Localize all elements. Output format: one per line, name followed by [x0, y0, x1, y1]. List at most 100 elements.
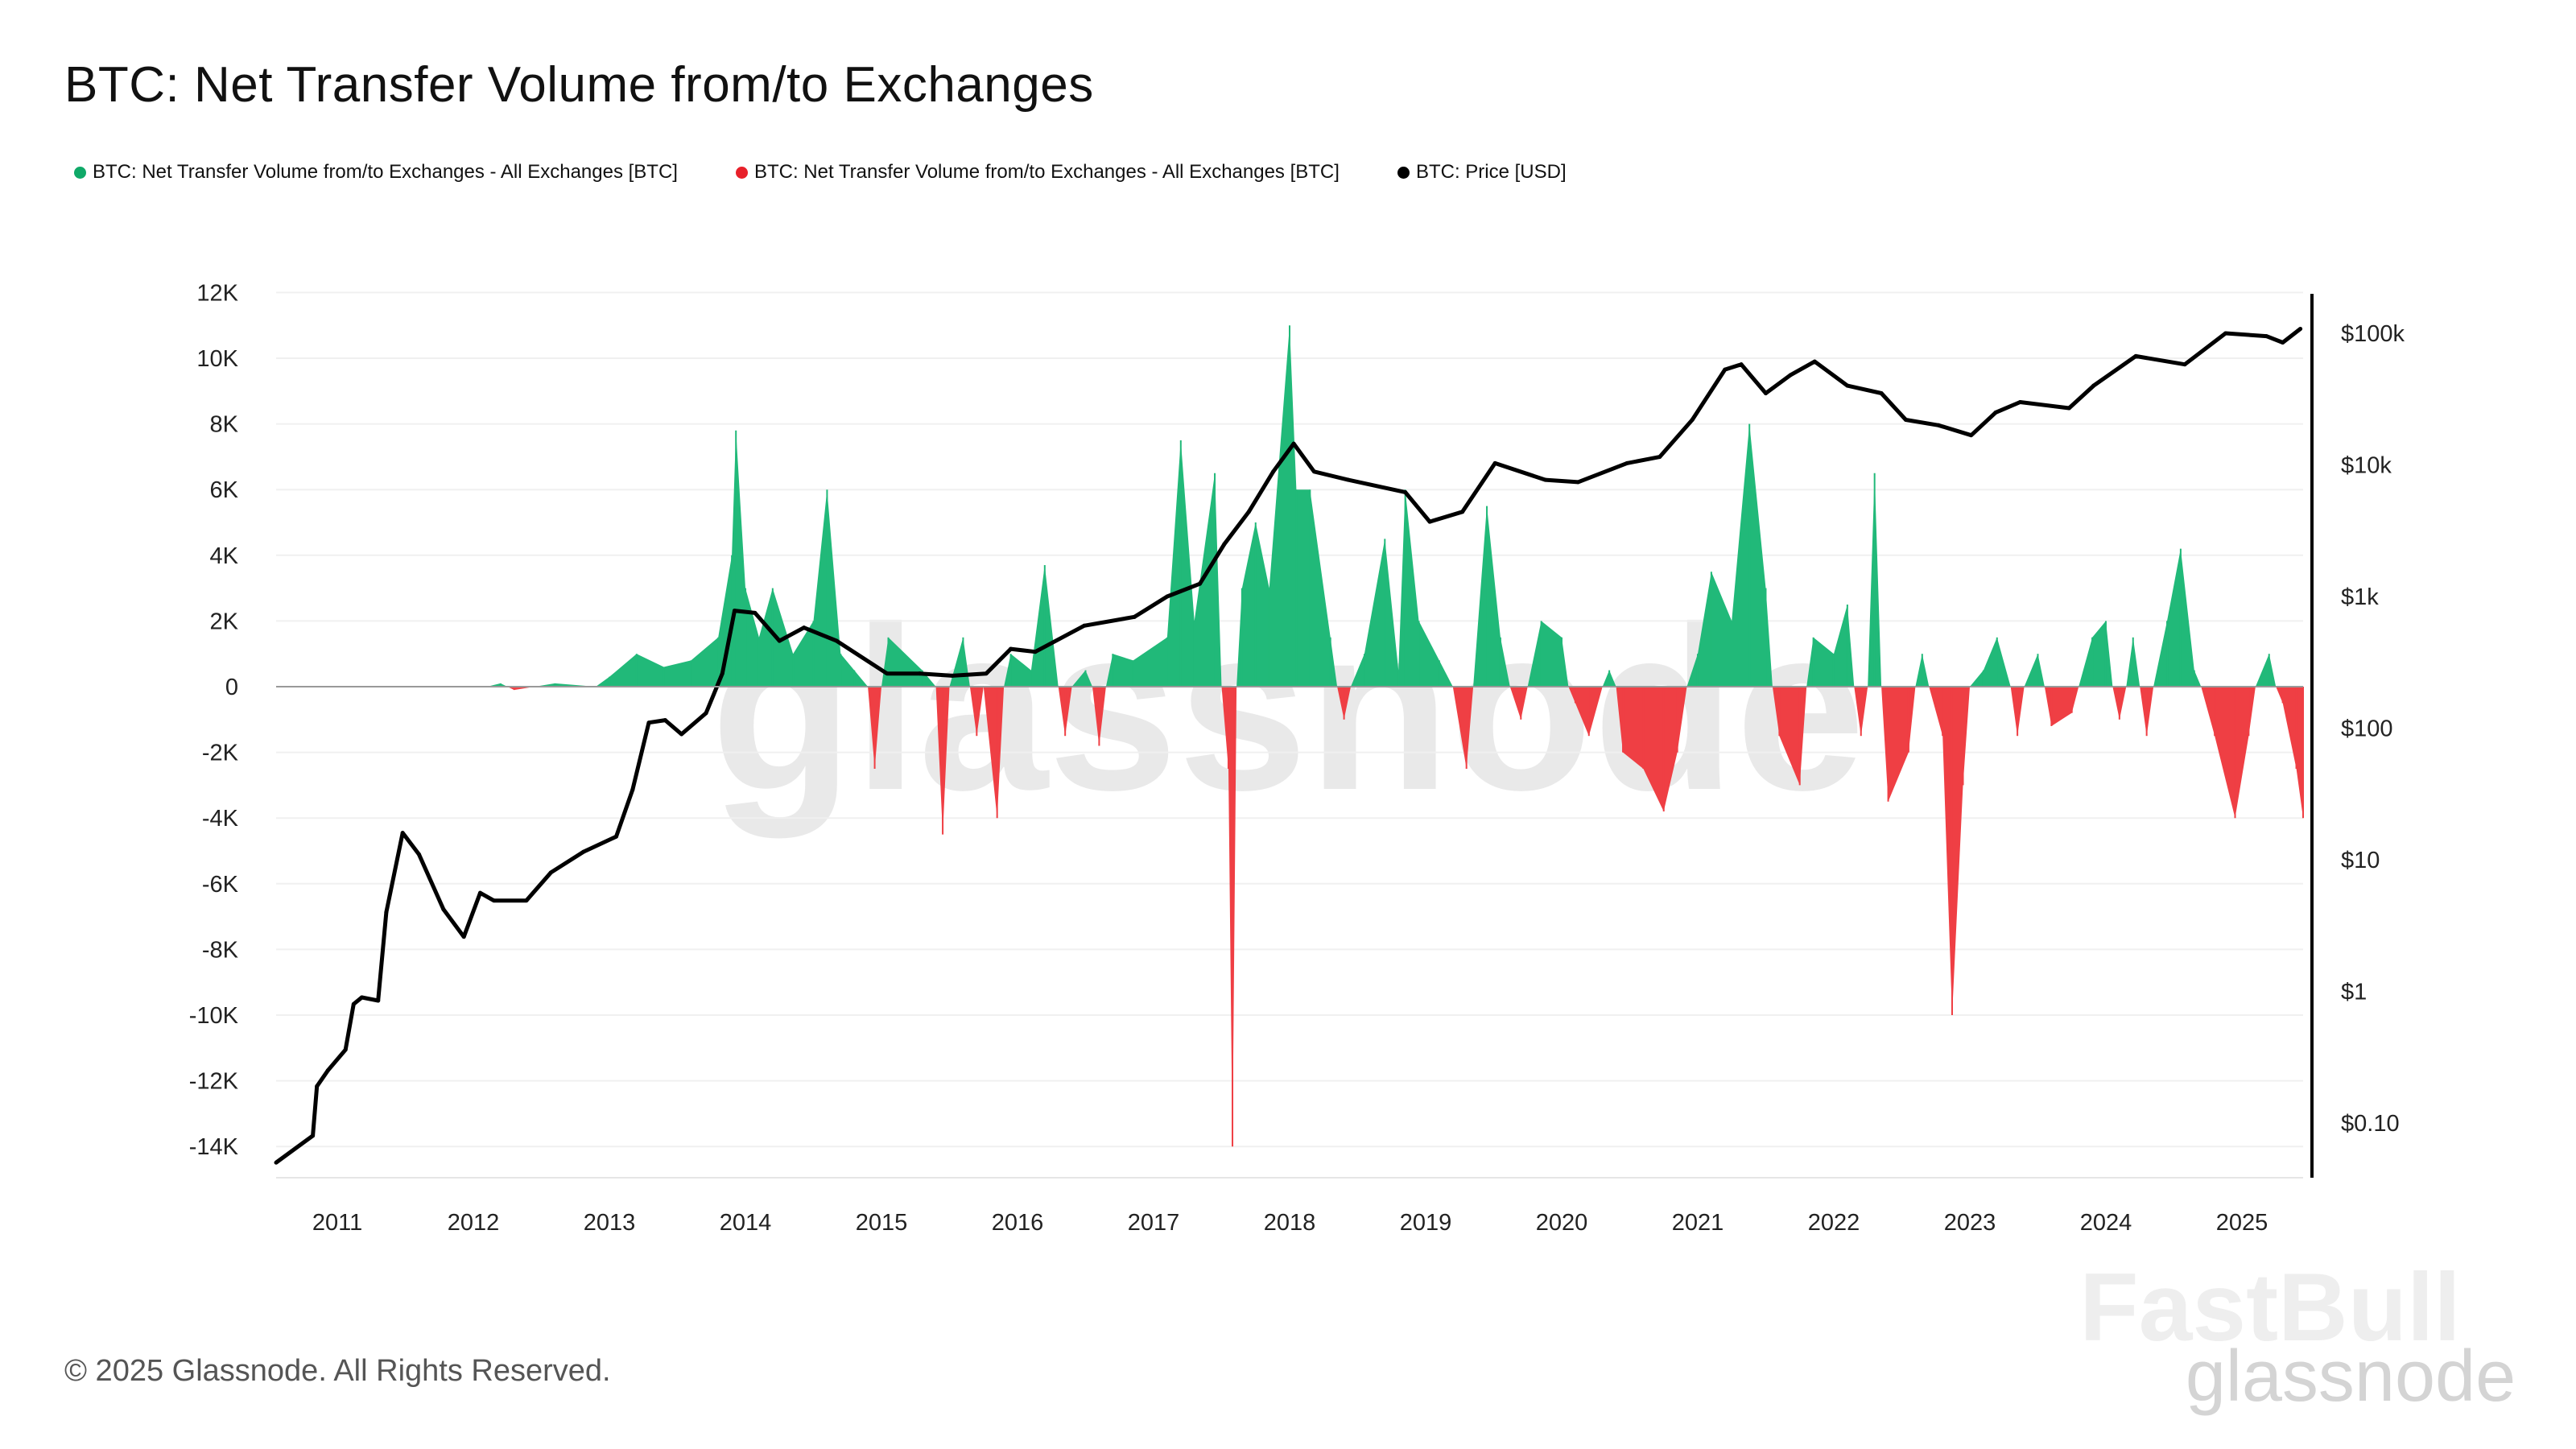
y-right-tick-label: $10 — [2341, 848, 2380, 873]
price-point — [461, 935, 466, 939]
price-point — [1346, 477, 1351, 482]
y-left-tick-label: -8K — [202, 937, 239, 963]
legend-item-inflow[interactable]: BTC: Net Transfer Volume from/to Exchang… — [74, 161, 678, 184]
price-point — [753, 610, 758, 615]
price-point — [1009, 646, 1013, 651]
price-point — [984, 671, 989, 676]
x-tick-label: 2019 — [1400, 1210, 1452, 1236]
price-point — [663, 718, 667, 723]
x-tick-label: 2021 — [1672, 1210, 1724, 1236]
price-point — [2091, 383, 2096, 388]
y-left-tick-label: -14K — [189, 1134, 239, 1160]
y-right-tick-label: $100 — [2341, 716, 2393, 742]
y-left-tick-label: 10K — [196, 346, 238, 372]
price-point — [777, 638, 782, 643]
price-point — [1624, 460, 1629, 465]
x-tick-label: 2024 — [2080, 1210, 2132, 1236]
watermark-glassnode-logo: glassnode — [2186, 1336, 2516, 1417]
price-point — [1763, 391, 1768, 396]
y-left-tick-label: -4K — [202, 806, 239, 832]
price-point — [1739, 362, 1744, 367]
price-point — [704, 711, 708, 716]
legend-item-outflow[interactable]: BTC: Net Transfer Volume from/to Exchang… — [735, 161, 1340, 184]
y-left-tick-label: 8K — [210, 412, 239, 438]
price-point — [1222, 542, 1227, 547]
y-left-tick-label: 0 — [225, 675, 238, 700]
price-point — [885, 671, 890, 676]
price-point — [1690, 418, 1695, 423]
price-point — [491, 898, 496, 903]
x-tick-label: 2012 — [448, 1210, 500, 1236]
x-tick-label: 2013 — [584, 1210, 636, 1236]
legend-label: BTC: Net Transfer Volume from/to Exchang… — [93, 161, 678, 183]
price-point — [1969, 433, 1974, 438]
price-point — [2017, 399, 2022, 404]
price-point — [720, 671, 724, 676]
chart-title: BTC: Net Transfer Volume from/to Exchang… — [64, 57, 1094, 113]
price-point — [384, 910, 389, 914]
price-point — [1291, 441, 1296, 446]
x-tick-label: 2018 — [1264, 1210, 1316, 1236]
price-point — [1492, 460, 1497, 465]
price-point — [416, 852, 421, 857]
price-point — [917, 671, 922, 676]
x-tick-label: 2015 — [856, 1210, 908, 1236]
price-point — [1311, 469, 1316, 474]
y-left-tick-label: 12K — [196, 280, 238, 306]
price-point — [548, 870, 553, 875]
legend-dot-black — [1397, 166, 1410, 179]
price-point — [1165, 594, 1170, 599]
price-point — [581, 849, 586, 854]
y-right-tick-label: $0.10 — [2341, 1111, 2400, 1137]
y-left-tick-label: -6K — [202, 872, 239, 898]
y-right-tick-label: $1k — [2341, 584, 2379, 610]
price-point — [477, 890, 482, 895]
y-left-tick-label: -10K — [189, 1003, 239, 1029]
price-point — [2281, 341, 2285, 345]
price-point — [1657, 455, 1662, 460]
price-point — [1993, 410, 1998, 415]
y-left-tick-label: -2K — [202, 741, 239, 766]
price-point — [950, 673, 955, 678]
x-tick-label: 2016 — [992, 1210, 1044, 1236]
price-point — [359, 995, 364, 1000]
price-point — [400, 831, 405, 836]
x-tick-label: 2014 — [720, 1210, 772, 1236]
price-point — [1543, 477, 1548, 482]
y-right-tick-label: $10k — [2341, 453, 2392, 479]
price-point — [1788, 373, 1793, 378]
price-point — [1033, 650, 1038, 654]
price-point — [311, 1133, 316, 1138]
price-point — [1723, 367, 1728, 372]
price-point — [1427, 519, 1432, 524]
x-tick-label: 2020 — [1536, 1210, 1588, 1236]
y-left-tick-label: 2K — [210, 609, 239, 634]
price-point — [1845, 383, 1850, 388]
price-point — [1082, 623, 1087, 628]
price-point — [1812, 359, 1817, 364]
legend-label: BTC: Price [USD] — [1415, 161, 1567, 183]
x-tick-label: 2011 — [312, 1210, 362, 1236]
legend-item-price[interactable]: BTC: Price [USD] — [1397, 161, 1567, 184]
legend: BTC: Net Transfer Volume from/to Exchang… — [74, 161, 1567, 184]
price-point — [1246, 510, 1251, 514]
price-point — [315, 1084, 320, 1088]
price-point — [1575, 480, 1580, 485]
legend-label: BTC: Net Transfer Volume from/to Exchang… — [753, 161, 1340, 183]
x-tick-label: 2023 — [1944, 1210, 1996, 1236]
price-point — [1879, 391, 1884, 396]
price-point — [630, 787, 635, 792]
price-point — [274, 1160, 279, 1165]
price-point — [1460, 510, 1465, 514]
price-point — [2182, 362, 2187, 367]
price-point — [679, 732, 684, 737]
watermark-fastbull: FastBull — [2079, 1253, 2460, 1361]
price-point — [325, 1068, 330, 1073]
x-tick-label: 2025 — [2216, 1210, 2268, 1236]
copyright-footer: © 2025 Glassnode. All Rights Reserved. — [64, 1354, 611, 1388]
price-point — [2264, 334, 2268, 339]
price-point — [1904, 418, 1909, 423]
price-point — [351, 1001, 356, 1006]
price-point — [343, 1047, 348, 1052]
